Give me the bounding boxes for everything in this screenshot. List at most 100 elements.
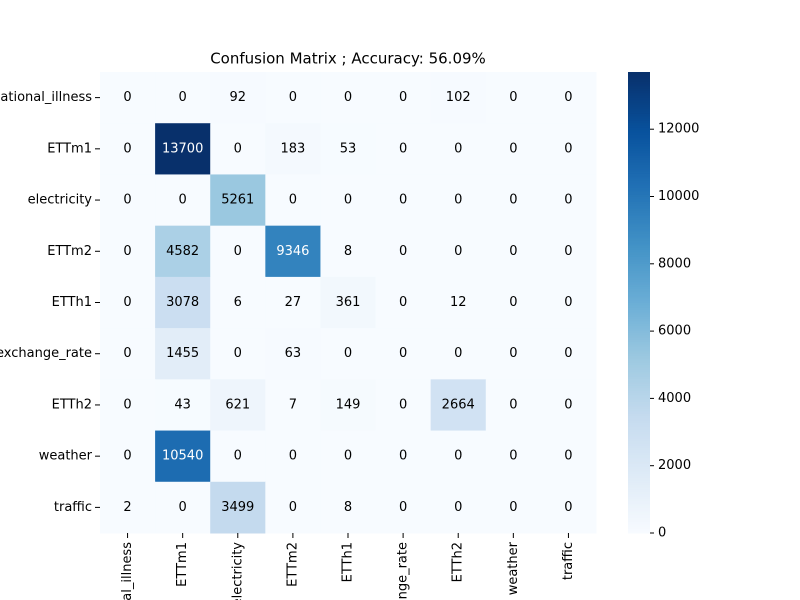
heatmap-cell [100, 276, 156, 329]
heatmap-cell [430, 481, 487, 534]
cell-label: 0 [234, 141, 242, 156]
x-tick-label: ETTh2 [451, 542, 466, 582]
x-tick-label: ETTh1 [341, 542, 356, 582]
cell-label: 0 [123, 295, 131, 310]
colorbar-segment [628, 454, 650, 458]
colorbar-segment [628, 456, 650, 460]
y-tick-label: national_illness [0, 90, 92, 105]
y-tick-label: ETTm1 [47, 141, 92, 156]
heatmap-cell [430, 276, 487, 329]
colorbar-segment [628, 459, 650, 463]
heatmap-cell [210, 72, 266, 124]
cell-label: 0 [564, 500, 572, 515]
colorbar-segment [628, 207, 650, 211]
cell-label: 4582 [166, 244, 199, 259]
colorbar-segment [628, 332, 650, 336]
colorbar-segment [628, 500, 650, 504]
colorbar-segment [628, 346, 650, 350]
colorbar-segment [628, 422, 650, 426]
cell-label: 1455 [166, 346, 199, 361]
colorbar-segment [628, 97, 650, 101]
colorbar-segment [628, 279, 650, 283]
cell-label: 8 [344, 500, 352, 515]
heatmap-cell [375, 430, 432, 483]
colorbar-segment [628, 408, 650, 412]
heatmap-cell [540, 123, 597, 175]
heatmap-cell [375, 123, 432, 175]
colorbar-segment [628, 334, 650, 338]
colorbar-segment [628, 221, 650, 225]
colorbar-segment [628, 390, 650, 393]
cell-label: 0 [454, 244, 462, 259]
colorbar-segment [628, 355, 650, 359]
colorbar-segment [628, 452, 650, 456]
colorbar-segment [628, 505, 650, 509]
colorbar-segment [628, 168, 650, 172]
y-tick-label: exchange_rate [0, 346, 92, 361]
colorbar-segment [628, 307, 650, 310]
colorbar-segment [628, 450, 650, 453]
cell-label: 0 [509, 244, 517, 259]
colorbar-segment [628, 240, 650, 244]
cell-label: 0 [344, 449, 352, 464]
colorbar-segment [628, 101, 650, 105]
heatmap-cell [100, 328, 156, 380]
colorbar-segment [628, 191, 650, 195]
colorbar-segment [628, 284, 650, 287]
heatmap-cell [265, 72, 321, 124]
cell-label: 0 [399, 90, 407, 105]
colorbar-segment [628, 320, 650, 324]
colorbar-segment [628, 516, 650, 520]
colorbar-tick-label: 10000 [658, 189, 699, 204]
heatmap-cell [210, 481, 266, 534]
colorbar-segment [628, 78, 650, 82]
colorbar-segment [628, 224, 650, 227]
colorbar-segment [628, 247, 650, 250]
colorbar-segment [628, 470, 650, 474]
colorbar-segment [628, 486, 650, 490]
heatmap-cell [485, 481, 542, 534]
heatmap-cell [210, 276, 266, 329]
cell-label: 0 [454, 141, 462, 156]
colorbar-segment [628, 380, 650, 384]
colorbar-segment [628, 378, 650, 382]
colorbar-segment [628, 509, 650, 513]
heatmap-cell [540, 379, 597, 432]
colorbar-segment [628, 325, 650, 329]
heatmap-cell [485, 379, 542, 432]
colorbar-segment [628, 161, 650, 165]
y-tick-label: ETTm2 [47, 244, 92, 259]
colorbar-segment [628, 290, 650, 294]
heatmap-cell [320, 123, 377, 175]
heatmap-cell [320, 276, 377, 329]
colorbar-segment [628, 203, 650, 207]
colorbar-segment [628, 420, 650, 423]
colorbar-segment [628, 406, 650, 410]
colorbar-segment [628, 122, 650, 126]
colorbar-segment [628, 76, 650, 80]
colorbar-segment [628, 212, 650, 216]
cell-label: 63 [285, 346, 302, 361]
colorbar-segment [628, 226, 650, 230]
cell-label: 183 [280, 141, 305, 156]
heatmap-cell [430, 328, 487, 380]
colorbar-segment [628, 113, 650, 117]
heatmap-cell [210, 379, 266, 432]
colorbar-segment [628, 270, 650, 274]
colorbar-segment [628, 445, 650, 449]
cell-label: 5261 [221, 193, 254, 208]
heatmap-cell [485, 328, 542, 380]
heatmap-cell [485, 225, 542, 278]
cell-label: 0 [399, 193, 407, 208]
x-tick-label: ETTm1 [175, 542, 190, 587]
colorbar-segment [628, 254, 650, 257]
colorbar-segment [628, 367, 650, 370]
colorbar-segment [628, 288, 650, 292]
colorbar-segment [628, 327, 650, 331]
cell-label: 3499 [221, 500, 254, 515]
colorbar-segment [628, 129, 650, 133]
cell-label: 0 [509, 295, 517, 310]
cell-label: 10540 [162, 449, 203, 464]
colorbar-segment [628, 118, 650, 121]
